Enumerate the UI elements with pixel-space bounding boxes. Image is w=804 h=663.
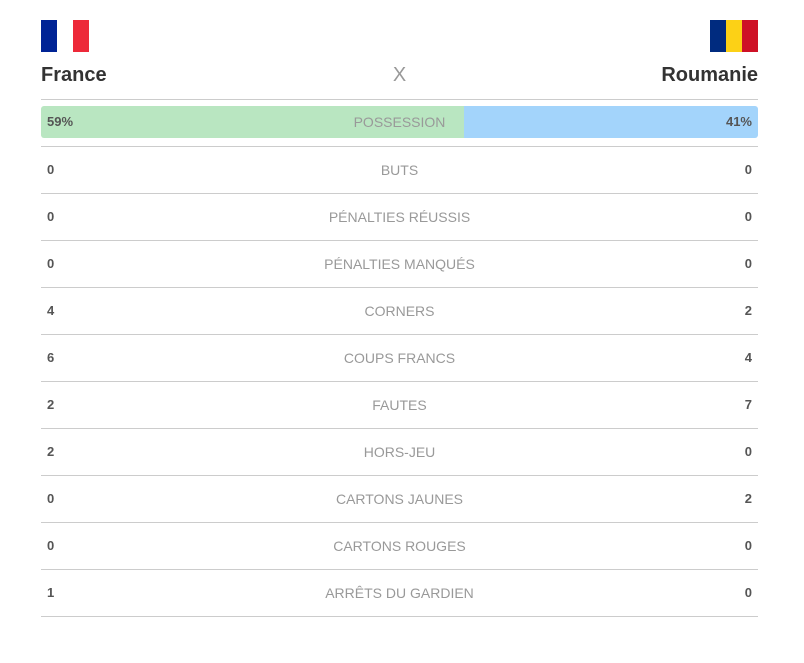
divider bbox=[41, 569, 758, 570]
away-team: Roumanie bbox=[661, 64, 758, 86]
divider bbox=[41, 287, 758, 288]
stat-row: 0 PÉNALTIES MANQUÉS 0 bbox=[41, 241, 758, 287]
stat-row: 0 PÉNALTIES RÉUSSIS 0 bbox=[41, 194, 758, 240]
stat-row: 2 FAUTES 7 bbox=[41, 382, 758, 428]
stat-row: 2 HORS-JEU 0 bbox=[41, 429, 758, 475]
home-value: 0 bbox=[47, 491, 55, 506]
away-value: 2 bbox=[744, 303, 752, 318]
divider bbox=[41, 428, 758, 429]
away-value: 4 bbox=[744, 350, 752, 365]
stat-label: PÉNALTIES MANQUÉS bbox=[324, 256, 475, 272]
home-value: 0 bbox=[47, 538, 55, 553]
home-value: 0 bbox=[47, 209, 55, 224]
stat-label: POSSESSION bbox=[353, 114, 446, 130]
home-value: 6 bbox=[47, 350, 55, 365]
home-value: 2 bbox=[47, 444, 55, 459]
stat-label: FAUTES bbox=[372, 397, 427, 413]
stat-label: COUPS FRANCS bbox=[343, 350, 456, 366]
stat-row: 6 COUPS FRANCS 4 bbox=[41, 335, 758, 381]
stat-label: CORNERS bbox=[364, 303, 435, 319]
divider bbox=[41, 522, 758, 523]
home-team: France bbox=[41, 64, 107, 86]
divider bbox=[41, 99, 758, 100]
home-value: 59% bbox=[47, 114, 74, 129]
away-possession bbox=[464, 106, 758, 138]
divider bbox=[41, 146, 758, 147]
stat-label: CARTONS JAUNES bbox=[335, 491, 464, 507]
stat-label: BUTS bbox=[380, 162, 419, 178]
stat-row: 0 CARTONS ROUGES 0 bbox=[41, 523, 758, 569]
away-value: 0 bbox=[744, 538, 752, 553]
separator: X bbox=[392, 64, 407, 86]
away-value: 0 bbox=[744, 209, 752, 224]
away-value: 2 bbox=[744, 491, 752, 506]
home-value: 0 bbox=[47, 162, 55, 177]
stat-label: PÉNALTIES RÉUSSIS bbox=[328, 209, 471, 225]
possession-bar bbox=[41, 106, 758, 138]
away-value: 7 bbox=[744, 397, 752, 412]
away-flag bbox=[710, 20, 758, 52]
home-flag bbox=[41, 20, 89, 52]
possession-labels: 59% POSSESSION 41% bbox=[41, 106, 758, 138]
divider bbox=[41, 616, 758, 617]
home-value: 4 bbox=[47, 303, 55, 318]
home-value: 2 bbox=[47, 397, 55, 412]
home-possession bbox=[41, 106, 465, 138]
divider bbox=[41, 381, 758, 382]
divider bbox=[41, 193, 758, 194]
stat-row: 0 CARTONS JAUNES 2 bbox=[41, 476, 758, 522]
home-value: 0 bbox=[47, 256, 55, 271]
stat-label: HORS-JEU bbox=[363, 444, 436, 460]
away-value: 0 bbox=[744, 256, 752, 271]
divider bbox=[41, 334, 758, 335]
stat-row: 0 BUTS 0 bbox=[41, 147, 758, 193]
home-value: 1 bbox=[47, 585, 55, 600]
match-stats: France X Roumanie 59% POSSESSION 41% 0 BU… bbox=[41, 0, 758, 663]
stat-row: 1 ARRÊTS DU GARDIEN 0 bbox=[41, 570, 758, 616]
away-value: 0 bbox=[744, 585, 752, 600]
away-value: 0 bbox=[744, 444, 752, 459]
away-value: 0 bbox=[744, 162, 752, 177]
divider bbox=[41, 475, 758, 476]
divider bbox=[41, 240, 758, 241]
stat-row: 4 CORNERS 2 bbox=[41, 288, 758, 334]
away-value: 41% bbox=[725, 114, 752, 129]
stat-label: CARTONS ROUGES bbox=[333, 538, 466, 554]
stat-label: ARRÊTS DU GARDIEN bbox=[325, 585, 474, 601]
